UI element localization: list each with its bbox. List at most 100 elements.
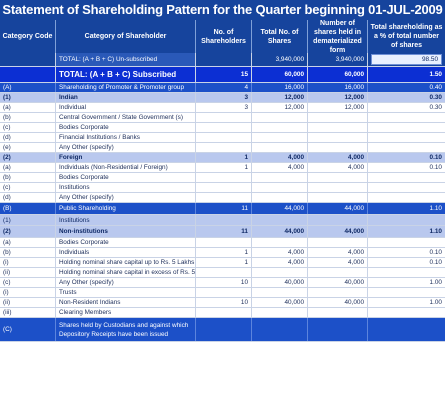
demat-shares-cell	[308, 268, 368, 277]
header-total-no-of-shares[interactable]: Total No. of Shares	[252, 20, 308, 53]
table-row[interactable]: (c) Any Other (specify) 10 40,000 40,000 1.00	[0, 278, 445, 288]
table-row[interactable]: (ii) Holding nominal share capital in exc…	[0, 268, 445, 278]
table-row[interactable]: (i) Holding nominal share capital up to R…	[0, 258, 445, 268]
table-row[interactable]: (2) Foreign 1 4,000 4,000 0.10	[0, 153, 445, 163]
demat-shares-cell	[308, 308, 368, 317]
category-code-cell: (A)	[0, 83, 56, 92]
total-shares-cell: 4,000	[252, 248, 308, 257]
shareholders-cell: 3	[196, 103, 252, 112]
total-shares-cell	[252, 173, 308, 182]
category-code-cell: (C)	[0, 318, 56, 341]
total-shares-cell	[252, 318, 308, 341]
table-row[interactable]: (B) Public Shareholding 11 44,000 44,000 1.10	[0, 203, 445, 215]
table-row[interactable]: TOTAL: (A + B + C) Un-subscribed 3,940,00…	[0, 53, 445, 67]
total-shares-cell	[252, 215, 308, 225]
total-shares-cell	[252, 143, 308, 152]
pct-cell	[368, 183, 445, 192]
category-code-cell	[0, 67, 56, 82]
category-code-cell: (1)	[0, 93, 56, 102]
shareholders-cell: 15	[196, 67, 252, 82]
table-row[interactable]: (d) Any Other (specify)	[0, 193, 445, 203]
shareholders-cell	[196, 53, 252, 66]
table-row[interactable]: (C) Shares held by Custodians and against…	[0, 318, 445, 342]
table-row[interactable]: (b) Bodies Corporate	[0, 173, 445, 183]
table-row[interactable]: (a) Individual 3 12,000 12,000 0.30	[0, 103, 445, 113]
pct-cell	[368, 143, 445, 152]
category-code-cell: (d)	[0, 193, 56, 202]
shareholders-cell: 1	[196, 163, 252, 172]
table-row[interactable]: (1) Institutions	[0, 215, 445, 226]
category-name-cell: Bodies Corporate	[56, 173, 196, 182]
shareholders-cell: 10	[196, 278, 252, 287]
shareholders-cell	[196, 143, 252, 152]
category-code-cell: (ii)	[0, 298, 56, 307]
demat-shares-cell: 4,000	[308, 153, 368, 162]
header-category-of-shareholder[interactable]: Category of Shareholder	[56, 20, 196, 53]
table-row[interactable]: (b) Central Government / State Government…	[0, 113, 445, 123]
pct-cell	[368, 173, 445, 182]
table-row[interactable]: (iii) Clearing Members	[0, 308, 445, 318]
table-row[interactable]: (1) Indian 3 12,000 12,000 0.30	[0, 93, 445, 103]
shareholders-cell	[196, 308, 252, 317]
demat-shares-cell: 4,000	[308, 248, 368, 257]
total-shares-cell: 40,000	[252, 278, 308, 287]
category-name-cell: Indian	[56, 93, 196, 102]
shareholders-cell: 4	[196, 83, 252, 92]
table-row[interactable]: (d) Financial Institutions / Banks	[0, 133, 445, 143]
total-shares-cell: 3,940,000	[252, 53, 308, 66]
pct-value-box[interactable]: 98.50	[371, 54, 442, 65]
shareholders-cell	[196, 173, 252, 182]
pct-cell	[368, 215, 445, 225]
total-shares-cell: 44,000	[252, 226, 308, 237]
table-row[interactable]: (b) Individuals 1 4,000 4,000 0.10	[0, 248, 445, 258]
header-shareholding-pct[interactable]: Total shareholding as a % of total numbe…	[370, 24, 443, 49]
category-code-cell: (B)	[0, 203, 56, 214]
table-row[interactable]: TOTAL: (A + B + C) Subscribed 15 60,000 60,…	[0, 67, 445, 83]
category-code-cell: (c)	[0, 183, 56, 192]
table-row[interactable]: (c) Bodies Corporate	[0, 123, 445, 133]
table-row[interactable]: (a) Bodies Corporate	[0, 238, 445, 248]
shareholders-cell: 11	[196, 203, 252, 214]
category-name-cell: Holding nominal share capital up to Rs. …	[56, 258, 196, 267]
total-shares-cell	[252, 268, 308, 277]
shareholders-cell	[196, 133, 252, 142]
demat-shares-cell: 16,000	[308, 83, 368, 92]
demat-shares-cell: 4,000	[308, 163, 368, 172]
pct-cell	[368, 308, 445, 317]
shareholders-cell: 1	[196, 153, 252, 162]
category-name-cell: TOTAL: (A + B + C) Subscribed	[56, 67, 196, 82]
table-row[interactable]: (A) Shareholding of Promoter & Promoter g…	[0, 83, 445, 93]
pct-cell: 0.30	[429, 104, 442, 111]
demat-shares-cell	[308, 173, 368, 182]
header-demat-shares[interactable]: Number of shares held in dematerialized …	[308, 20, 368, 54]
table-row[interactable]: (c) Institutions	[0, 183, 445, 193]
demat-shares-cell: 40,000	[308, 298, 368, 307]
demat-shares-cell: 60,000	[308, 67, 368, 82]
total-shares-cell: 40,000	[252, 298, 308, 307]
category-name-cell: Any Other (specify)	[56, 143, 196, 152]
demat-shares-cell: 44,000	[308, 203, 368, 214]
table-row[interactable]: (e) Any Other (specify)	[0, 143, 445, 153]
category-name-cell: Central Government / State Government (s…	[56, 113, 196, 122]
category-code-cell: (d)	[0, 133, 56, 142]
category-name-cell: Bodies Corporate	[56, 238, 196, 247]
category-code-cell: (b)	[0, 248, 56, 257]
header-no-of-shareholders[interactable]: No. of Shareholders	[196, 20, 252, 53]
table-row[interactable]: (i) Trusts	[0, 288, 445, 298]
table-row[interactable]: (ii) Non-Resident Indians 10 40,000 40,000 1.…	[0, 298, 445, 308]
header-category-code[interactable]: Category Code	[0, 20, 56, 53]
shareholders-cell	[196, 268, 252, 277]
shareholders-cell	[196, 238, 252, 247]
category-code-cell	[0, 53, 56, 66]
table-body: TOTAL: (A + B + C) Un-subscribed 3,940,00…	[0, 53, 445, 342]
total-shares-cell: 12,000	[252, 103, 308, 112]
table-row[interactable]: (a) Individuals (Non-Residential / Foreig…	[0, 163, 445, 173]
pct-cell: 0.10	[429, 249, 442, 256]
total-shares-cell: 4,000	[252, 153, 308, 162]
pct-cell: 0.40	[429, 84, 442, 91]
category-name-cell: Shares held by Custodians and against wh…	[56, 318, 196, 341]
table-row[interactable]: (2) Non-institutions 11 44,000 44,000 1.10	[0, 226, 445, 238]
demat-shares-cell	[308, 123, 368, 132]
demat-shares-cell: 3,940,000	[308, 53, 368, 66]
